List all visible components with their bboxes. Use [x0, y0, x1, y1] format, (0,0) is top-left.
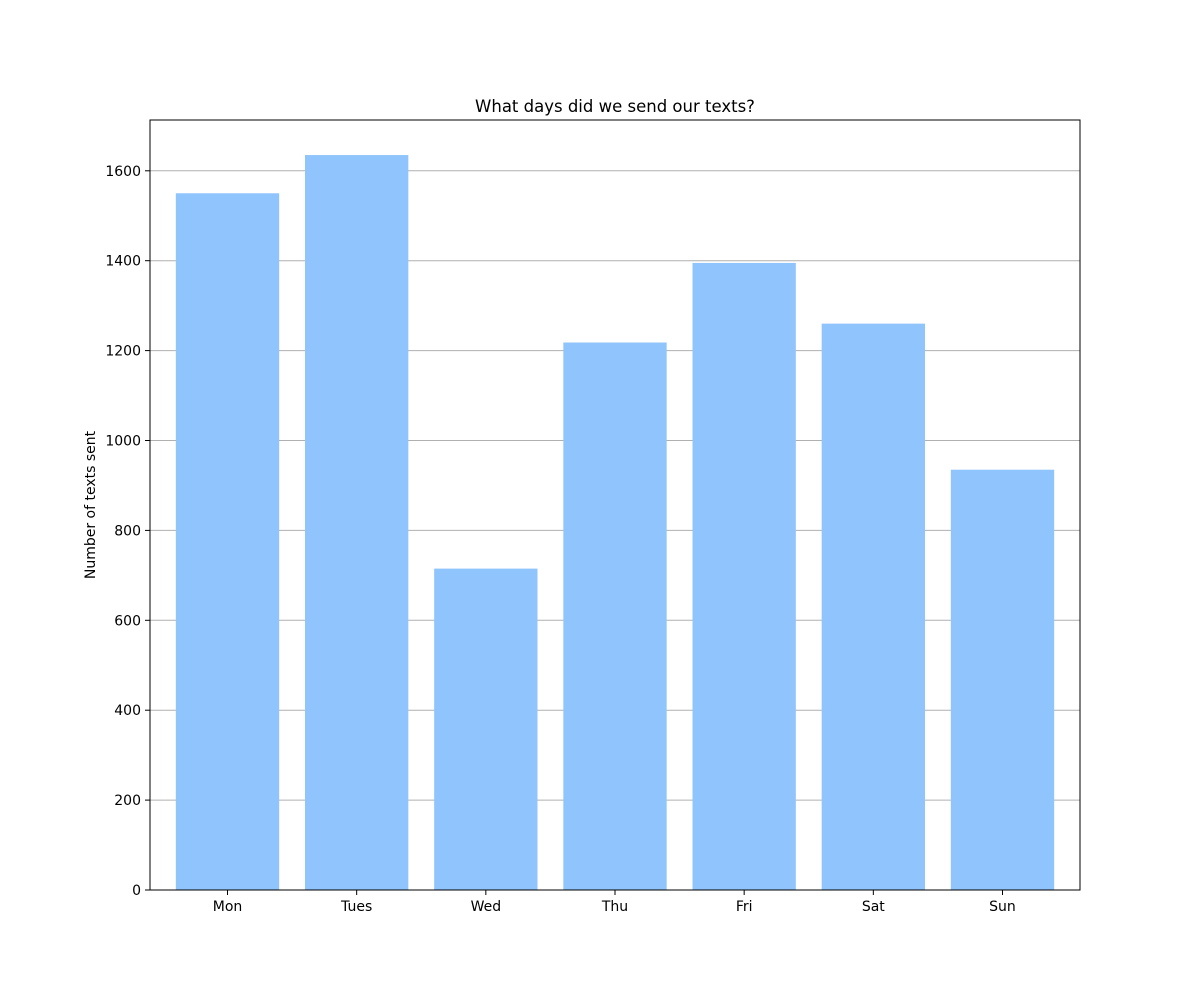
y-tick-label: 1200 — [105, 344, 141, 360]
bar-sun — [950, 469, 1055, 890]
y-tick-label: 0 — [132, 883, 141, 899]
bar-sat — [821, 323, 925, 890]
bars — [175, 155, 1055, 891]
y-tick-label: 600 — [114, 613, 141, 629]
x-axis-ticks: Mon Tues Wed Thu Fri Sat Sun — [213, 890, 1016, 915]
x-tick-label: Sat — [862, 899, 885, 915]
x-tick-label: Fri — [736, 899, 753, 915]
y-tick-label: 1000 — [105, 433, 141, 449]
bar-wed — [434, 568, 538, 890]
bar-mon — [175, 193, 280, 891]
y-tick-label: 800 — [114, 523, 141, 539]
chart-title: What days did we send our texts? — [475, 97, 755, 116]
bar-tues — [305, 155, 409, 891]
y-tick-label: 1600 — [105, 164, 141, 180]
y-axis-ticks: 0 200 400 600 800 1000 1200 1400 1600 — [105, 164, 150, 899]
bar-thu — [563, 342, 667, 890]
y-axis-label: Number of texts sent — [83, 430, 99, 579]
x-tick-label: Mon — [213, 899, 243, 915]
x-tick-label: Wed — [471, 899, 502, 915]
x-tick-label: Sun — [989, 899, 1016, 915]
y-tick-label: 200 — [114, 793, 141, 809]
y-tick-label: 1400 — [105, 254, 141, 270]
bar-fri — [692, 262, 796, 890]
x-tick-label: Thu — [601, 899, 628, 915]
y-tick-label: 400 — [114, 703, 141, 719]
x-tick-label: Tues — [340, 899, 372, 915]
